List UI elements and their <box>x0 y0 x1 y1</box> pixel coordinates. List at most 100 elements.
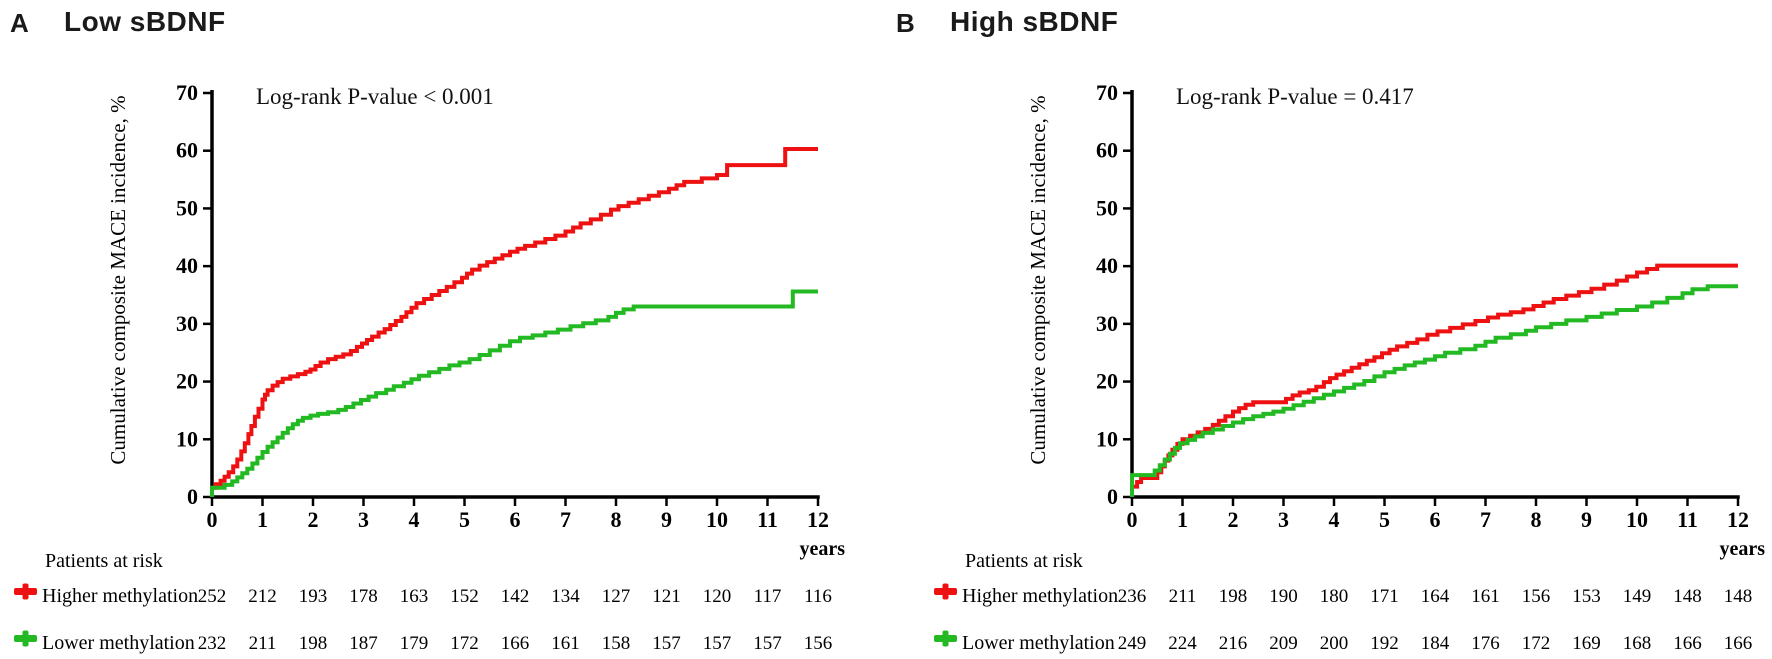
x-tick-label: 5 <box>459 507 470 532</box>
y-tick-label: 50 <box>1096 195 1118 220</box>
x-tick-label: 0 <box>1127 507 1138 532</box>
risk-count: 156 <box>804 633 833 654</box>
risk-count: 152 <box>450 586 479 607</box>
panel-b-title: High sBDNF <box>950 6 1119 37</box>
x-tick-label: 10 <box>706 507 728 532</box>
x-tick-label: 11 <box>757 507 778 532</box>
patients-at-risk-header: Patients at risk <box>45 550 163 572</box>
risk-count: 116 <box>804 586 832 607</box>
y-axis-title: Cumulative composite MACE incidence, % <box>1026 95 1050 464</box>
x-tick-label: 12 <box>1727 507 1749 532</box>
x-tick-label: 11 <box>1677 507 1698 532</box>
risk-count: 121 <box>652 586 681 607</box>
risk-row-label-lower: Lower methylation <box>962 632 1115 654</box>
risk-count: 142 <box>501 586 530 607</box>
survival-curve-higher-methylation <box>1130 263 1738 497</box>
y-tick-label: 30 <box>176 311 198 336</box>
risk-count: 176 <box>1471 633 1500 654</box>
risk-count: 153 <box>1572 586 1601 607</box>
risk-count: 180 <box>1320 586 1349 607</box>
risk-count: 252 <box>198 586 227 607</box>
patients-at-risk-header: Patients at risk <box>965 550 1083 572</box>
x-tick-label: 12 <box>807 507 829 532</box>
risk-count: 166 <box>1724 633 1753 654</box>
x-tick-label: 4 <box>409 507 420 532</box>
risk-count: 249 <box>1118 633 1147 654</box>
risk-count: 117 <box>754 586 782 607</box>
risk-count: 200 <box>1320 633 1349 654</box>
risk-count: 184 <box>1421 633 1450 654</box>
risk-count: 232 <box>198 633 227 654</box>
x-tick-label: 0 <box>207 507 218 532</box>
risk-count: 157 <box>703 633 732 654</box>
risk-count: 148 <box>1673 586 1702 607</box>
x-tick-label: 8 <box>611 507 622 532</box>
panel-b-header: B High sBDNF <box>886 4 1772 44</box>
risk-count: 211 <box>1169 586 1197 607</box>
survival-curve-higher-methylation <box>210 147 818 497</box>
x-axis-unit-label: years <box>799 538 845 560</box>
x-tick-label: 6 <box>1430 507 1441 532</box>
x-tick-label: 1 <box>1177 507 1188 532</box>
risk-count: 161 <box>1471 586 1500 607</box>
x-axis-unit-label: years <box>1719 538 1765 560</box>
y-tick-label: 60 <box>1096 138 1118 163</box>
risk-count: 127 <box>602 586 631 607</box>
risk-count: 216 <box>1219 633 1248 654</box>
x-tick-label: 5 <box>1379 507 1390 532</box>
risk-count: 198 <box>299 633 328 654</box>
y-tick-label: 10 <box>176 426 198 451</box>
risk-count: 158 <box>602 633 631 654</box>
risk-count: 224 <box>1168 633 1197 654</box>
risk-count: 212 <box>248 586 277 607</box>
risk-count: 149 <box>1623 586 1652 607</box>
risk-count: 209 <box>1269 633 1298 654</box>
x-tick-label: 9 <box>1581 507 1592 532</box>
y-axis-title: Cumulative composite MACE incidence, % <box>106 95 130 464</box>
x-tick-label: 2 <box>1228 507 1239 532</box>
y-tick-label: 40 <box>176 253 198 278</box>
risk-count: 193 <box>299 586 328 607</box>
risk-count: 120 <box>703 586 732 607</box>
x-tick-label: 4 <box>1329 507 1340 532</box>
risk-count: 192 <box>1370 633 1399 654</box>
y-tick-label: 70 <box>1096 80 1118 105</box>
risk-count: 172 <box>1522 633 1551 654</box>
y-tick-label: 30 <box>1096 311 1118 336</box>
y-tick-label: 70 <box>176 80 198 105</box>
risk-count: 156 <box>1522 586 1551 607</box>
risk-count: 211 <box>249 633 277 654</box>
log-rank-annotation: Log-rank P-value = 0.417 <box>1176 84 1414 109</box>
x-tick-label: 1 <box>257 507 268 532</box>
risk-count: 164 <box>1421 586 1450 607</box>
legend-marker-lower-icon <box>942 630 949 647</box>
y-tick-label: 10 <box>1096 426 1118 451</box>
risk-count: 134 <box>551 586 580 607</box>
panel-a-header: A Low sBDNF <box>0 4 886 44</box>
x-tick-label: 8 <box>1531 507 1542 532</box>
risk-count: 166 <box>1673 633 1702 654</box>
x-tick-label: 9 <box>661 507 672 532</box>
y-tick-label: 20 <box>1096 369 1118 394</box>
risk-count: 148 <box>1724 586 1753 607</box>
risk-count: 198 <box>1219 586 1248 607</box>
panel-b-letter: B <box>896 8 915 38</box>
x-tick-label: 7 <box>1480 507 1491 532</box>
risk-count: 190 <box>1269 586 1298 607</box>
risk-count: 157 <box>652 633 681 654</box>
y-tick-label: 20 <box>176 369 198 394</box>
legend-marker-lower-icon <box>22 630 29 647</box>
risk-count: 166 <box>501 633 530 654</box>
risk-count: 157 <box>753 633 782 654</box>
risk-count: 163 <box>400 586 429 607</box>
survival-curve-lower-methylation <box>210 289 818 497</box>
panel-a-title: Low sBDNF <box>64 6 226 37</box>
risk-count: 168 <box>1623 633 1652 654</box>
risk-count: 178 <box>349 586 378 607</box>
risk-count: 172 <box>450 633 479 654</box>
x-tick-label: 3 <box>1278 507 1289 532</box>
x-tick-label: 3 <box>358 507 369 532</box>
x-tick-label: 10 <box>1626 507 1648 532</box>
